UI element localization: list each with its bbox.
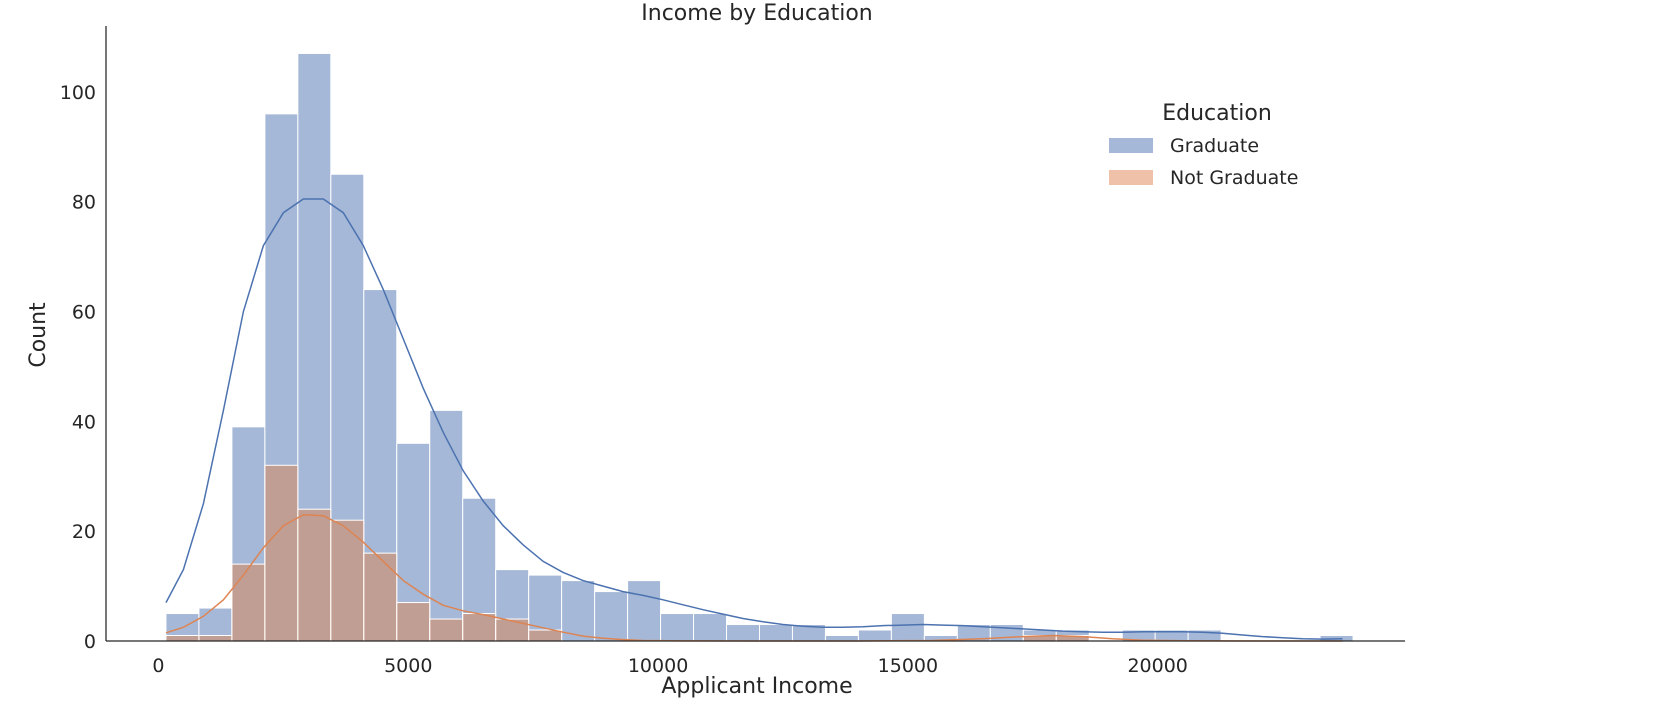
y-tick-label-5: 100 — [60, 82, 96, 104]
bar-0-14 — [627, 580, 662, 642]
y-ticks: 0 20 40 60 80 100 — [60, 82, 96, 653]
bar-group-1 — [165, 464, 1090, 642]
bar-0-13 — [594, 591, 629, 642]
legend-label-0: Graduate — [1170, 135, 1259, 157]
chart-title: Income by Education — [641, 1, 872, 26]
bar-1-5 — [330, 519, 365, 642]
bar-0-18 — [758, 624, 793, 642]
bar-0-17 — [726, 624, 760, 642]
y-tick-label-1: 20 — [72, 521, 96, 543]
bar-1-8 — [429, 618, 464, 642]
kde-curves — [165, 198, 1343, 642]
bar-1-4 — [297, 508, 332, 642]
histogram-bars — [165, 52, 1354, 642]
x-axis-label: Applicant Income — [661, 674, 852, 699]
x-ticks: 0 5000 10000 15000 20000 — [152, 655, 1188, 677]
legend: Education Graduate Not Graduate — [1109, 101, 1298, 189]
y-tick-label-4: 80 — [72, 192, 96, 214]
x-tick-label-1: 5000 — [384, 655, 432, 677]
bar-0-12 — [561, 580, 596, 642]
bar-0-22 — [890, 613, 925, 642]
legend-label-1: Not Graduate — [1170, 167, 1298, 189]
x-tick-label-0: 0 — [152, 655, 164, 677]
bar-0-16 — [693, 613, 728, 642]
kde-line-0 — [165, 198, 1343, 640]
bar-0-21 — [857, 629, 892, 642]
x-tick-label-3: 15000 — [878, 655, 938, 677]
bar-1-10 — [495, 618, 530, 642]
legend-swatch-1 — [1109, 170, 1153, 185]
y-tick-label-3: 60 — [72, 302, 96, 324]
bar-0-20 — [824, 635, 859, 642]
x-tick-label-2: 10000 — [628, 655, 688, 677]
bar-0-15 — [660, 613, 695, 642]
bar-1-9 — [462, 613, 497, 642]
kde-line-1 — [165, 513, 1343, 642]
bar-1-6 — [363, 552, 398, 642]
bar-1-0 — [165, 635, 200, 642]
y-axis-label: Count — [26, 302, 51, 368]
legend-title: Education — [1162, 101, 1272, 126]
bar-1-1 — [198, 635, 233, 642]
bar-1-2 — [231, 563, 266, 642]
y-tick-label-0: 0 — [84, 631, 96, 653]
bar-1-3 — [264, 464, 299, 642]
y-tick-label-2: 40 — [72, 411, 96, 433]
bar-1-11 — [528, 629, 563, 642]
legend-items: Graduate Not Graduate — [1109, 135, 1298, 189]
legend-swatch-0 — [1109, 138, 1153, 153]
bar-1-7 — [396, 602, 431, 642]
x-tick-label-4: 20000 — [1127, 655, 1187, 677]
axes — [105, 26, 1405, 642]
